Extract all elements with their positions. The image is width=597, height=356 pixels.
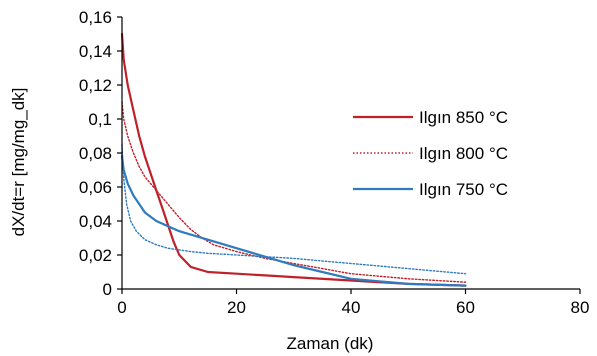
series-line-4	[121, 143, 467, 275]
x-tick-label: 80	[571, 298, 590, 317]
y-tick-label: 0,02	[79, 246, 112, 265]
x-tick-label: 0	[117, 298, 126, 317]
x-axis-title: Zaman (dk)	[287, 334, 374, 353]
y-tick-label: 0,04	[79, 212, 112, 231]
y-tick-label: 0,06	[79, 178, 112, 197]
y-tick-label: 0,08	[79, 144, 112, 163]
legend-label-3: Ilgın 750 °C	[419, 180, 508, 199]
x-ticks: 0 20 40 60 80	[117, 289, 589, 317]
y-axis-title: dX/dt=r [mg/mg_dk]	[9, 88, 28, 237]
y-tick-label: 0,12	[79, 76, 112, 95]
y-tick-label: 0	[103, 280, 112, 299]
legend: Ilgın 850 °C Ilgın 800 °C Ilgın 750 °C	[353, 108, 508, 199]
y-tick-label: 0,16	[79, 8, 112, 27]
plot-lines	[120, 32, 467, 287]
legend-label-2: Ilgın 800 °C	[419, 144, 508, 163]
series-line-3	[120, 155, 467, 287]
legend-label-1: Ilgın 850 °C	[419, 108, 508, 127]
series-line-2	[121, 101, 467, 283]
y-ticks: 0 0,02 0,04 0,06 0,08 0,1 0,12 0,14 0,16	[79, 8, 122, 299]
y-tick-label: 0,14	[79, 42, 112, 61]
x-tick-label: 40	[342, 298, 361, 317]
axes	[121, 17, 580, 290]
y-tick-label: 0,1	[88, 110, 112, 129]
x-tick-label: 60	[456, 298, 475, 317]
series-line-1	[120, 32, 467, 287]
x-tick-label: 20	[227, 298, 246, 317]
